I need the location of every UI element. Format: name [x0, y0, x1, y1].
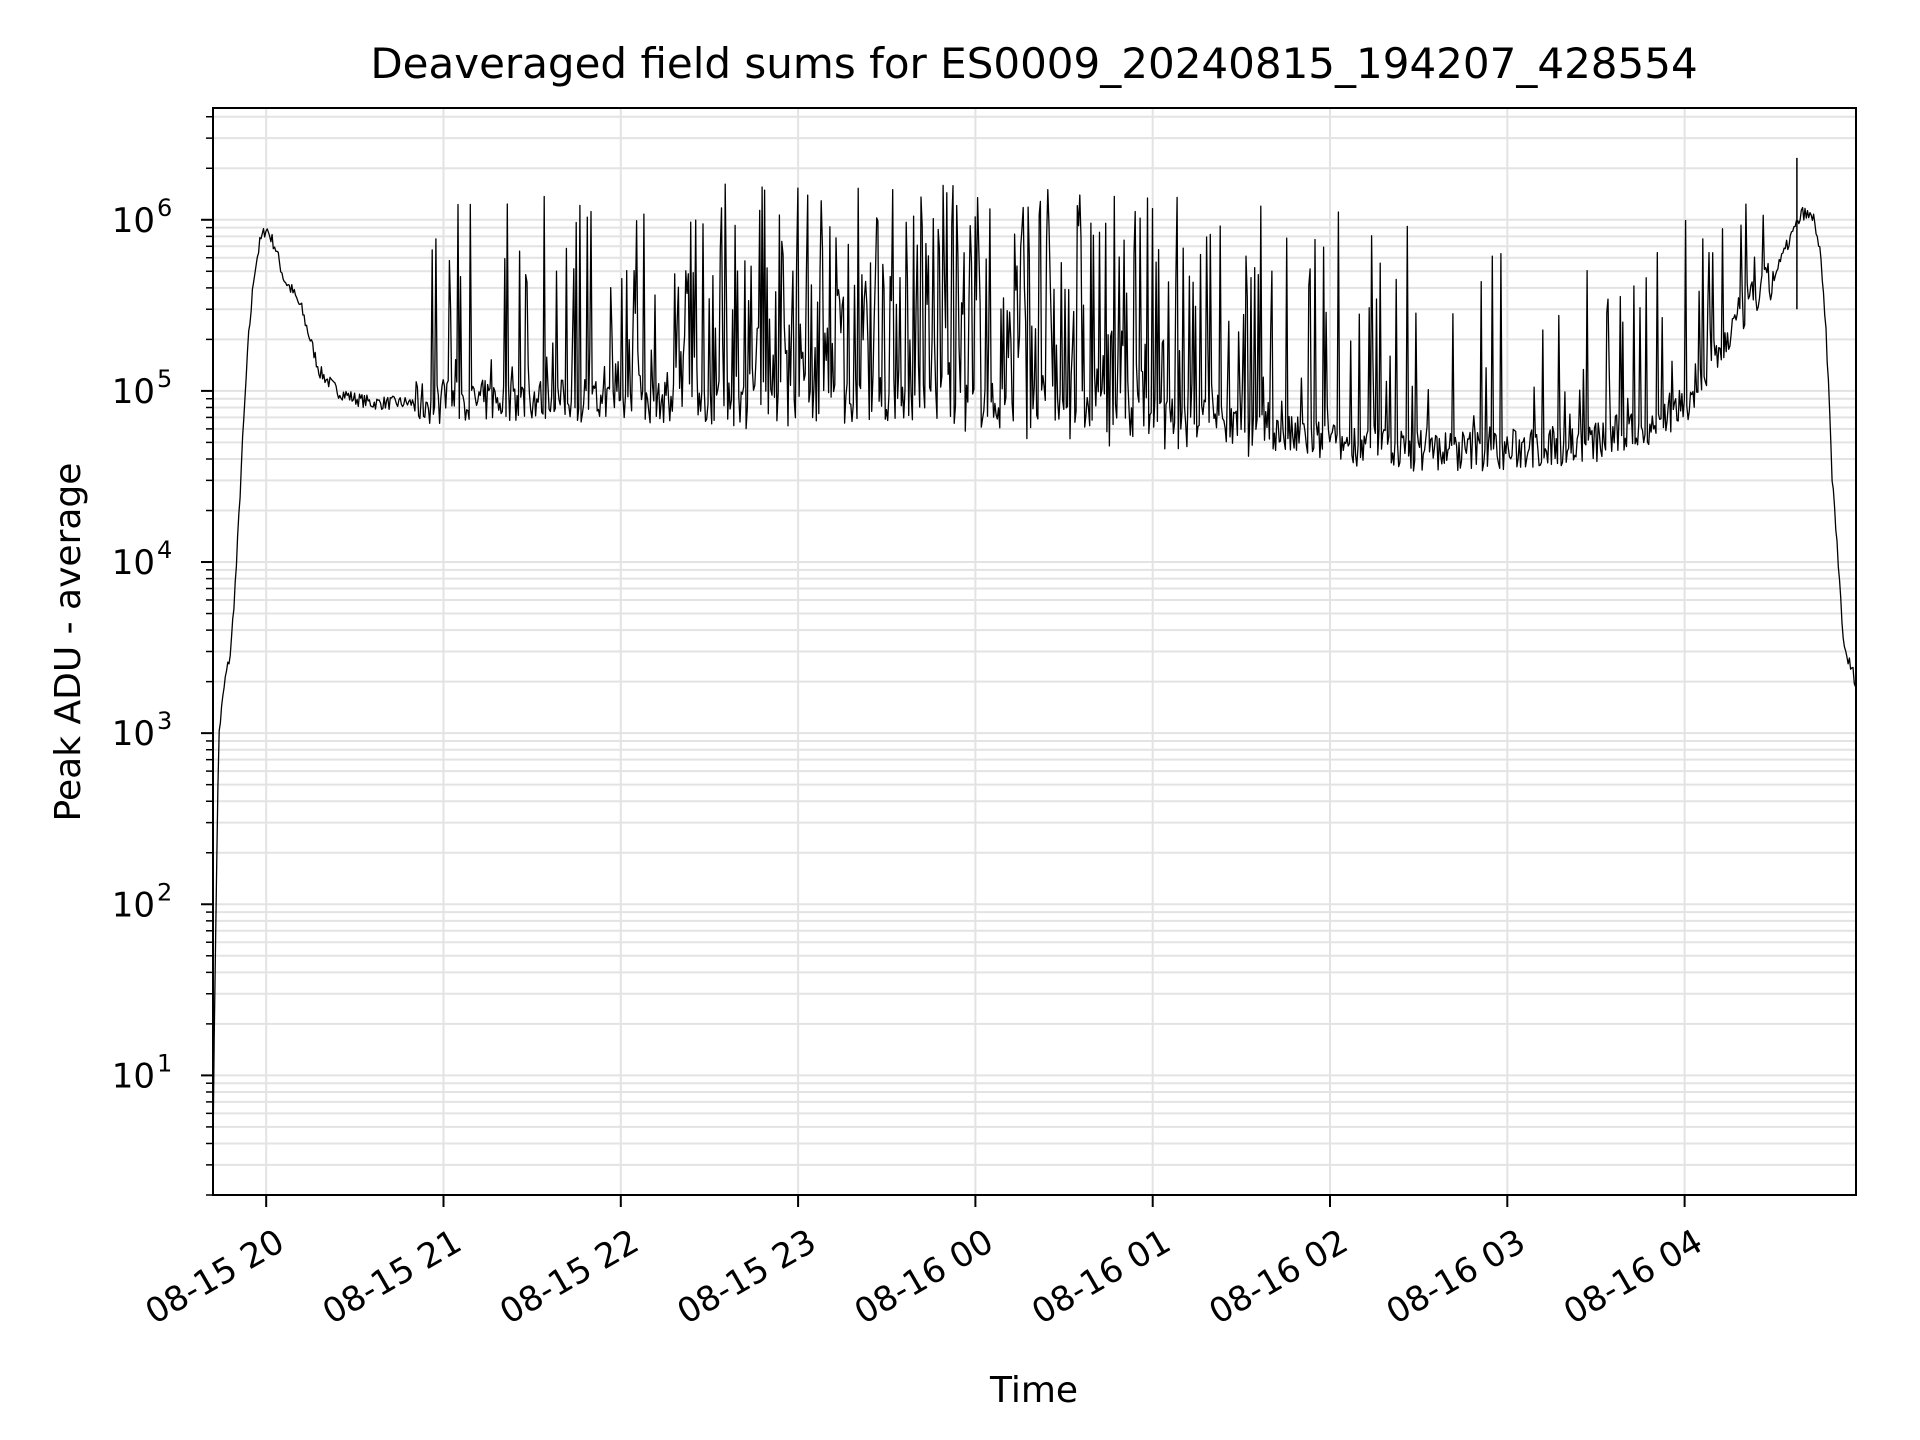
y-tick-exponent: 6	[157, 194, 172, 222]
y-tick-exponent: 5	[157, 365, 172, 393]
series-line	[213, 183, 1856, 1151]
chart-title: Deaveraged field sums for ES0009_2024081…	[370, 39, 1697, 88]
y-tick-exponent: 3	[157, 707, 172, 735]
y-tick-exponent: 2	[157, 878, 172, 906]
y-tick-label: 10	[112, 885, 155, 925]
y-tick-exponent: 4	[157, 536, 172, 564]
y-tick-label: 10	[112, 543, 155, 583]
plot-area	[213, 157, 1856, 1151]
y-tick-exponent: 1	[157, 1049, 172, 1077]
y-tick-label: 10	[112, 201, 155, 241]
y-tick-label: 10	[112, 714, 155, 754]
y-axis-label: Peak ADU - average	[48, 463, 89, 822]
x-axis-label: Time	[989, 1370, 1078, 1411]
y-tick-label: 10	[112, 372, 155, 412]
y-tick-label: 10	[112, 1056, 155, 1096]
